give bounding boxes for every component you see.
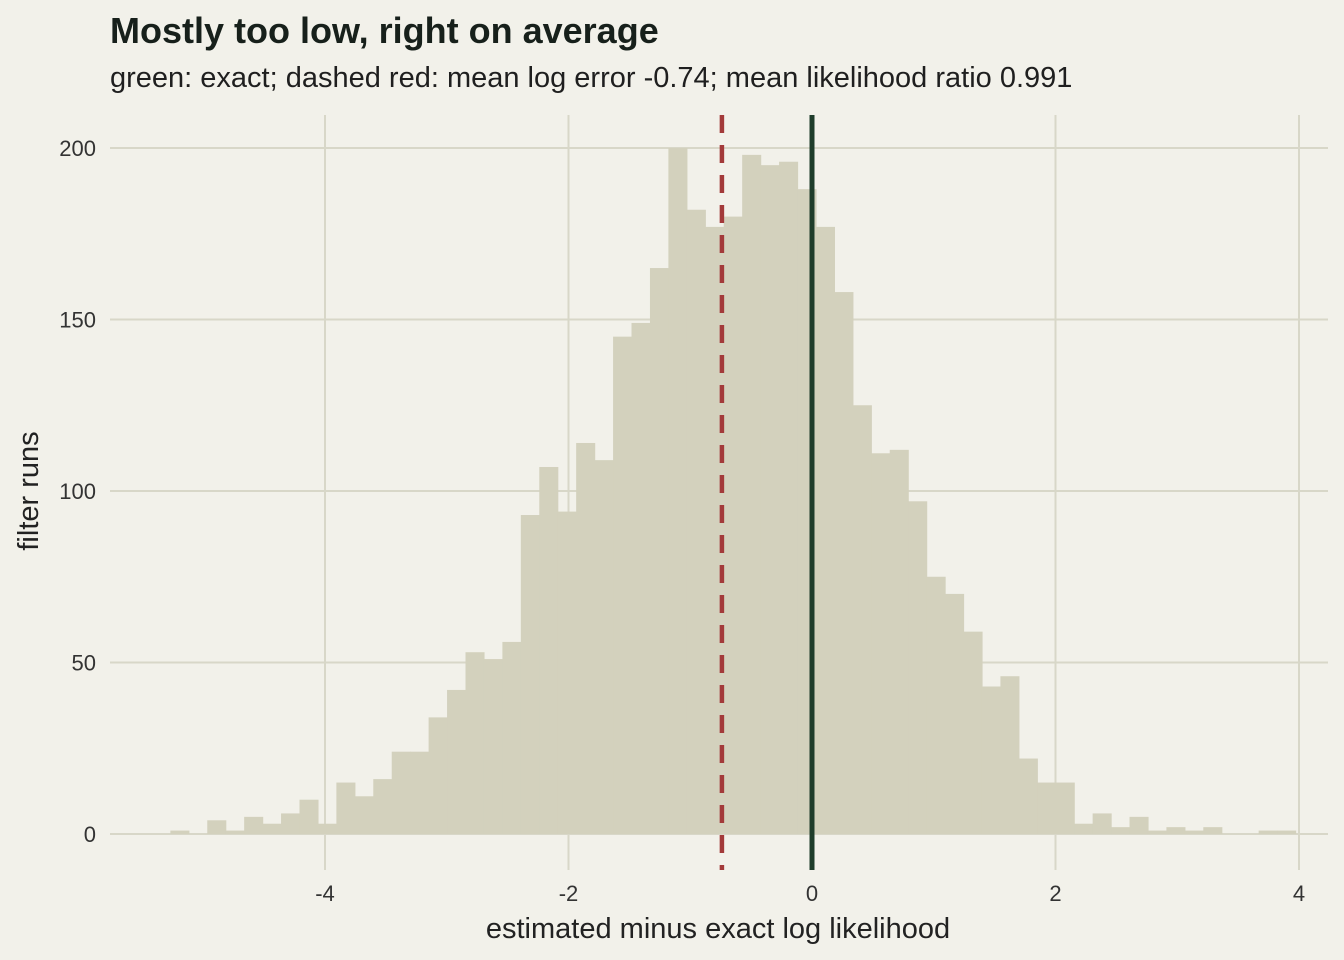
histogram-bar [594,460,614,834]
histogram-bar [1147,830,1168,834]
histogram-bar [299,799,319,834]
x-tick-label: -4 [315,881,335,906]
chart-title: Mostly too low, right on average [110,10,659,51]
histogram-bar [981,686,1002,834]
histogram-bar [926,576,946,834]
histogram-bar [1166,827,1186,834]
histogram-bar [502,641,522,834]
histogram-bar [262,823,282,834]
histogram-bar [1111,827,1131,834]
y-tick-label: 0 [84,822,96,847]
histogram-bar [1203,827,1223,834]
x-tick-label: -2 [559,881,579,906]
x-tick-label: 4 [1293,881,1305,906]
histogram-bar [281,813,301,834]
histogram-bar [447,689,467,834]
histogram-bar [539,466,559,834]
histogram-bar [1258,830,1278,834]
histogram-bar [742,154,762,835]
histogram-bar [1092,813,1112,834]
histogram-bar [410,751,430,834]
y-tick-label: 50 [72,651,96,676]
histogram-bar [373,779,393,834]
histogram-bar [1074,823,1094,834]
x-axis-title: estimated minus exact log likelihood [486,913,950,945]
histogram-bar [705,226,725,834]
histogram-bar [483,659,503,834]
histogram-bar [760,165,780,834]
histogram-bar [428,717,448,834]
histogram-bar [465,652,485,834]
histogram-bar [871,453,891,834]
histogram-bar [852,405,872,834]
histogram-bar [815,226,836,834]
histogram-bar [779,161,799,835]
histogram-bar [391,751,411,834]
histogram-bar [170,830,190,834]
histogram-bar [1018,758,1038,834]
y-tick-label: 200 [59,136,96,161]
histogram-bar [1184,830,1204,834]
histogram-bar [1037,782,1057,834]
histogram-bar [336,782,356,834]
histogram-bar [613,336,633,834]
histogram-bar [576,442,596,834]
chart-subtitle: green: exact; dashed red: mean log error… [110,62,1073,94]
histogram-bar [354,796,374,834]
histogram-bar [668,148,688,834]
histogram-bar [557,511,577,834]
histogram-bar [649,268,669,834]
y-axis-title: filter runs [13,431,45,550]
histogram-bar [317,823,337,834]
histogram-bar [723,216,743,835]
histogram-bar [1000,676,1020,834]
x-tick-label: 0 [806,881,818,906]
histogram-bar [686,209,706,835]
histogram-bar [963,631,983,834]
histogram-bar [207,820,227,834]
histogram-bar [225,830,245,834]
histogram-bar [244,816,264,834]
histogram-bar [1055,782,1075,834]
histogram-bar [889,449,909,834]
y-tick-label: 100 [59,479,96,504]
histogram-bars [170,148,1297,835]
histogram-bar [908,501,928,834]
x-tick-label: 2 [1049,881,1061,906]
x-axis-ticks: -4 -2 0 2 4 [315,881,1305,906]
histogram-bar [834,292,854,834]
reference-lines [719,115,815,870]
histogram-bar [1129,816,1149,834]
histogram-bar [631,322,651,834]
histogram-bar [945,593,965,834]
histogram-bar [520,515,540,834]
histogram-bar [1277,830,1297,834]
y-axis-ticks: 0 50 100 150 200 [59,136,96,847]
y-tick-label: 150 [59,308,96,333]
